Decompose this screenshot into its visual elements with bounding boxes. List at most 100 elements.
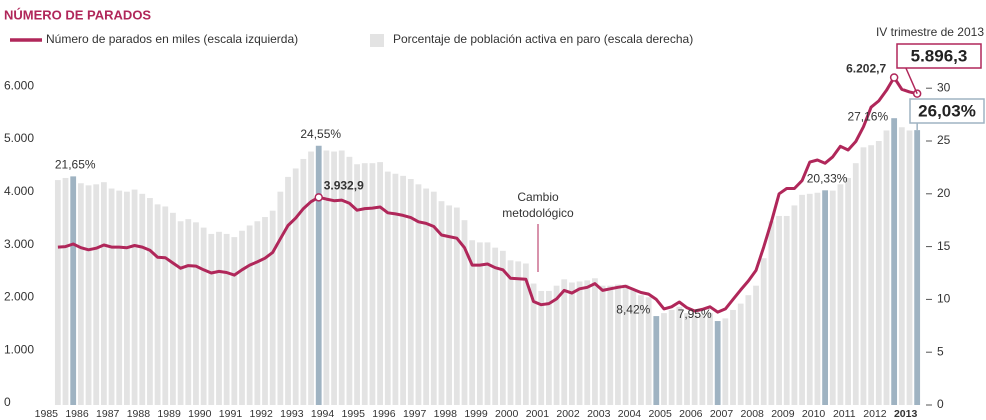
value-label: 8,42% bbox=[616, 302, 650, 316]
bar bbox=[638, 295, 644, 405]
x-tick-label: 1992 bbox=[249, 408, 273, 420]
bar bbox=[914, 130, 921, 405]
bar bbox=[776, 215, 782, 405]
x-tick-label: 1986 bbox=[65, 408, 89, 420]
bar bbox=[745, 295, 752, 405]
y-tick-label: 6.000 bbox=[4, 78, 34, 92]
line-marker bbox=[889, 73, 899, 82]
bar bbox=[139, 193, 146, 405]
bar bbox=[691, 315, 698, 405]
bar bbox=[530, 283, 537, 405]
bar bbox=[430, 191, 437, 405]
value-label: 27,16% bbox=[847, 109, 888, 123]
bar bbox=[791, 205, 798, 405]
bar bbox=[308, 151, 314, 405]
x-tick-label: 2003 bbox=[587, 408, 611, 420]
bar bbox=[829, 190, 836, 405]
bar bbox=[62, 177, 69, 405]
bar bbox=[453, 207, 460, 405]
annotation: Cambio metodológico bbox=[502, 190, 574, 220]
x-tick-label: 2012 bbox=[863, 408, 887, 420]
bar bbox=[737, 303, 744, 405]
bar bbox=[484, 242, 491, 405]
value-label: 7,95% bbox=[678, 307, 712, 321]
bar bbox=[54, 180, 61, 405]
y2-tick-label: 25 bbox=[937, 133, 951, 147]
y-tick-label: 5.000 bbox=[4, 131, 34, 145]
x-tick-label: 2001 bbox=[526, 408, 550, 420]
bar bbox=[216, 231, 222, 405]
bar bbox=[522, 263, 529, 405]
bar bbox=[883, 130, 890, 405]
bar bbox=[783, 215, 790, 405]
bar bbox=[760, 258, 767, 405]
bar bbox=[714, 321, 721, 405]
bar bbox=[615, 284, 621, 405]
x-tick-label: 1989 bbox=[157, 408, 181, 420]
bar bbox=[806, 193, 813, 405]
y-tick-label: 1.000 bbox=[4, 342, 34, 356]
y2-tick-label: 30 bbox=[937, 80, 951, 94]
bar bbox=[730, 309, 736, 405]
bar bbox=[77, 183, 84, 405]
legend-bar-swatch bbox=[370, 34, 384, 47]
y2-tick-label: 20 bbox=[937, 186, 951, 200]
x-tick-label: 1991 bbox=[219, 408, 243, 420]
line-marker bbox=[314, 193, 323, 202]
bar bbox=[354, 164, 360, 405]
bar bbox=[499, 250, 506, 405]
value-label: 21,65% bbox=[55, 158, 96, 172]
bar bbox=[438, 201, 445, 405]
bar bbox=[845, 177, 852, 405]
y2-tick-label: 10 bbox=[937, 292, 951, 306]
bar bbox=[561, 279, 568, 405]
bar bbox=[599, 285, 606, 405]
bar bbox=[246, 225, 253, 405]
bar bbox=[446, 205, 453, 405]
bar bbox=[162, 206, 169, 405]
bar bbox=[93, 184, 100, 405]
annotation: IV trimestre de 2013 bbox=[876, 25, 984, 39]
value-label: 3.932,9 bbox=[324, 179, 364, 193]
x-tick-label: 2011 bbox=[833, 408, 856, 420]
legend-label: Porcentaje de población activa en paro (… bbox=[393, 32, 693, 46]
bar bbox=[507, 260, 514, 405]
y-tick-label: 2.000 bbox=[4, 290, 34, 304]
bar bbox=[668, 309, 675, 405]
bar bbox=[285, 176, 291, 405]
bar bbox=[185, 219, 192, 405]
bar bbox=[676, 306, 683, 405]
bar bbox=[292, 168, 299, 405]
label-box bbox=[909, 98, 985, 124]
bar bbox=[569, 282, 575, 405]
bar bbox=[262, 217, 268, 405]
bar bbox=[891, 118, 898, 405]
bar bbox=[407, 179, 414, 405]
x-tick-label: 2007 bbox=[710, 408, 734, 420]
bar bbox=[108, 188, 115, 405]
y-tick-label: 3.000 bbox=[4, 237, 34, 251]
bar bbox=[177, 221, 184, 405]
bar bbox=[369, 163, 376, 405]
bar bbox=[147, 198, 153, 405]
x-tick-label: 2005 bbox=[648, 408, 672, 420]
line bbox=[57, 76, 918, 314]
bar bbox=[822, 190, 828, 405]
bar bbox=[753, 285, 759, 405]
bar bbox=[768, 221, 775, 405]
bar bbox=[576, 281, 583, 405]
x-tick-label: 2009 bbox=[771, 408, 795, 420]
bar bbox=[868, 145, 875, 405]
x-tick-label: 2006 bbox=[679, 408, 703, 420]
x-tick-label: 1987 bbox=[96, 408, 120, 420]
x-tick-label: 1985 bbox=[35, 408, 59, 420]
bar bbox=[423, 188, 430, 405]
x-tick-label: 1990 bbox=[188, 408, 212, 420]
bar bbox=[208, 233, 215, 405]
bar bbox=[193, 222, 199, 405]
bar bbox=[538, 290, 545, 405]
bar bbox=[592, 278, 598, 405]
label-box bbox=[896, 43, 982, 69]
x-tick-label: 2004 bbox=[618, 408, 642, 420]
y-tick-label: 4.000 bbox=[4, 184, 34, 198]
